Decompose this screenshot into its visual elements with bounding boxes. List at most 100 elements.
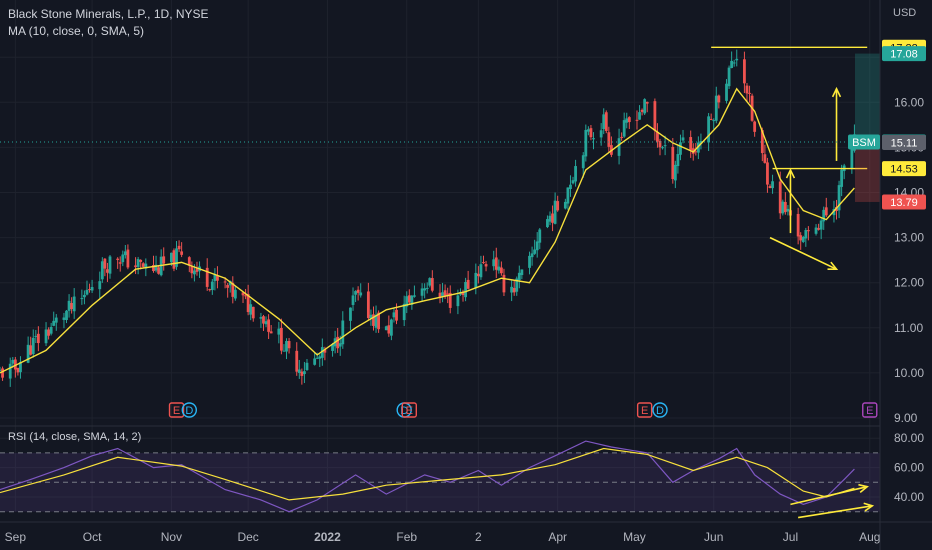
- candle-body: [607, 132, 611, 147]
- candle-body: [402, 303, 406, 321]
- candle-body: [297, 369, 301, 373]
- candle-body: [228, 281, 232, 286]
- candle-body: [492, 259, 496, 267]
- candle-body: [824, 207, 828, 216]
- candle-body: [29, 345, 33, 355]
- x-tick-label: Jul: [783, 530, 798, 544]
- candle-body: [377, 312, 381, 330]
- candle-body: [592, 138, 595, 140]
- candle-body: [108, 256, 112, 274]
- event-label: D: [400, 405, 408, 417]
- candle-body: [707, 116, 711, 143]
- candle-body: [622, 120, 626, 137]
- candle-body: [139, 259, 143, 262]
- rsi-arrow-head: [863, 502, 875, 512]
- candle-body: [466, 279, 470, 289]
- candle-body: [456, 295, 460, 307]
- candle-body: [804, 230, 808, 239]
- candle-body: [671, 146, 675, 180]
- candle-body: [763, 154, 767, 163]
- candle-body: [640, 109, 644, 112]
- candle-body: [49, 327, 53, 334]
- candle-body: [563, 201, 567, 209]
- candle-body: [80, 298, 84, 300]
- candle-body: [223, 281, 227, 283]
- candle-body: [801, 236, 805, 242]
- earnings-marker: [401, 402, 418, 418]
- candle-body: [476, 273, 480, 277]
- candle-body: [840, 169, 844, 187]
- candle-body: [681, 137, 685, 141]
- candle-body: [405, 296, 409, 307]
- x-tick-label: Apr: [548, 530, 567, 544]
- candle-body: [717, 95, 721, 103]
- candle-body: [359, 292, 363, 296]
- event-label: E: [173, 405, 180, 417]
- candle-body: [19, 362, 22, 373]
- chart-title: Black Stone Minerals, L.P., 1D, NYSE: [8, 7, 209, 21]
- event-label: E: [406, 405, 413, 417]
- candle-body: [586, 129, 590, 132]
- candle-body: [195, 268, 199, 272]
- candle-body: [638, 112, 641, 120]
- candle-body: [384, 326, 388, 331]
- candle-body: [589, 128, 593, 138]
- annotations: [0, 46, 880, 519]
- candle-body: [231, 282, 235, 297]
- candle-body: [190, 266, 194, 274]
- rsi-ma-line: [0, 447, 855, 501]
- candle-body: [515, 278, 519, 292]
- candle-body: [47, 329, 51, 336]
- candle-body: [569, 184, 572, 190]
- dividend-marker: [652, 402, 668, 418]
- event-markers[interactable]: E D DE E D E: [168, 402, 878, 418]
- target-zone: [855, 53, 880, 142]
- candle-body: [814, 227, 818, 234]
- candle-body: [753, 121, 757, 132]
- candle-body: [100, 261, 104, 280]
- candle-body: [300, 371, 304, 376]
- candle-body: [850, 148, 854, 169]
- candle-body: [443, 290, 447, 297]
- price-arrow: [769, 236, 837, 270]
- event-label: D: [656, 405, 664, 417]
- candle-body: [479, 264, 483, 278]
- x-tick-label: Nov: [161, 530, 182, 544]
- candle-body: [44, 329, 48, 344]
- candle-body: [162, 256, 166, 264]
- candle-body: [1, 368, 4, 378]
- x-tick-label: May: [623, 530, 646, 544]
- candle-body: [318, 356, 322, 359]
- candle-body: [246, 294, 250, 313]
- rsi-indicator-label[interactable]: RSI (14, close, SMA, 14, 2): [8, 431, 142, 443]
- candle-body: [497, 266, 501, 271]
- candle-body: [464, 282, 467, 298]
- candle-body: [336, 336, 340, 349]
- candle-body: [118, 262, 122, 264]
- ma-indicator-label[interactable]: MA (10, close, 0, SMA, 5): [8, 24, 145, 38]
- candle-body: [52, 320, 56, 326]
- candle-body: [70, 303, 74, 310]
- candle-body: [372, 314, 375, 326]
- candle-body: [233, 289, 237, 299]
- candle-body: [725, 83, 728, 101]
- candle-body: [36, 333, 40, 344]
- candle-body: [54, 317, 58, 323]
- candle-body: [134, 265, 137, 268]
- price-tag-bg: [882, 161, 926, 177]
- earnings-marker: [636, 402, 653, 418]
- event-label: D: [185, 405, 193, 417]
- price-arrow-head: [827, 261, 839, 271]
- candle-body: [241, 292, 245, 296]
- price-tag-bg: [882, 134, 926, 150]
- x-tick-label: 2022: [314, 530, 341, 544]
- candle-body: [116, 258, 120, 260]
- candle-body: [620, 136, 624, 138]
- x-tick-label: Aug: [859, 530, 880, 544]
- candle-body: [8, 363, 12, 379]
- candle-body: [279, 327, 283, 351]
- symbol-tag-bg: [848, 134, 880, 150]
- candle-body: [226, 284, 230, 288]
- candle-body: [743, 59, 746, 84]
